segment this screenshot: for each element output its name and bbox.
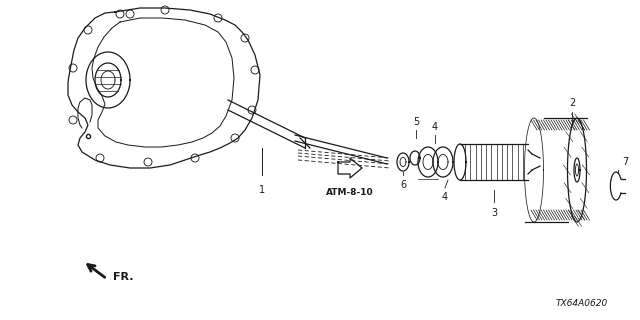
Text: 4: 4 [432, 122, 438, 132]
Text: ATM-8-10: ATM-8-10 [326, 188, 374, 197]
Text: TX64A0620: TX64A0620 [556, 299, 608, 308]
Text: 4: 4 [442, 192, 448, 202]
Text: 5: 5 [413, 117, 419, 127]
Text: 1: 1 [259, 185, 265, 195]
Text: 7: 7 [622, 157, 628, 167]
Text: 3: 3 [491, 208, 497, 218]
Text: FR.: FR. [113, 272, 134, 282]
Text: 6: 6 [400, 180, 406, 190]
Text: 2: 2 [569, 98, 575, 108]
